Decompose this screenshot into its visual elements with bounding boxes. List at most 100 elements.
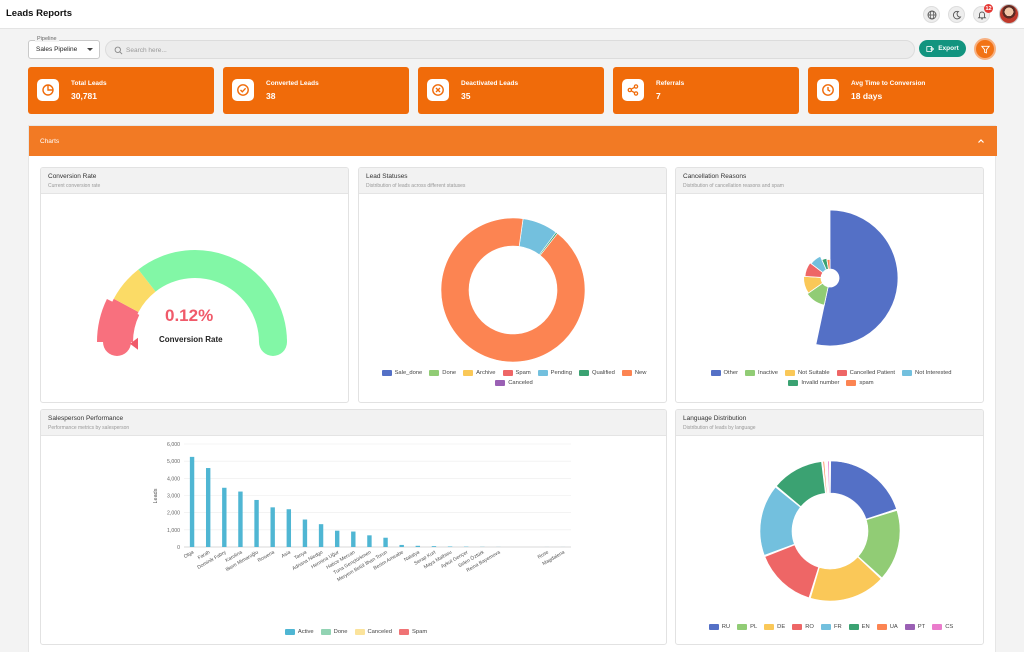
- legend-label: Done: [333, 629, 348, 635]
- bar-active: [318, 524, 324, 547]
- legend-swatch: [320, 629, 331, 635]
- legend-label: PT: [917, 624, 926, 630]
- chart-legend: Other Inactive Not Suitable Cancelled Patie…: [691, 370, 971, 386]
- x-tick-label: Asia: [280, 549, 292, 559]
- page-title: Leads Reports: [6, 8, 72, 19]
- legend-label: Canceled: [367, 629, 393, 635]
- slice-ua: [822, 460, 828, 494]
- legend-swatch: [502, 370, 513, 376]
- bell-icon[interactable]: 12: [973, 4, 993, 23]
- bar-active: [334, 530, 340, 547]
- legend-item[interactable]: Active: [284, 629, 314, 635]
- legend-label: UA: [889, 624, 898, 630]
- export-button[interactable]: Export: [919, 40, 966, 57]
- legend-item[interactable]: FR: [820, 624, 842, 630]
- legend-swatch: [848, 624, 859, 630]
- legend-item[interactable]: Done: [429, 370, 456, 376]
- chevron-up-icon[interactable]: [977, 137, 985, 145]
- export-label: Export: [938, 45, 959, 52]
- legend-item[interactable]: New: [621, 370, 646, 376]
- kpi-label: Total Leads: [71, 80, 107, 87]
- bar-active: [222, 487, 227, 547]
- slice-other: [815, 209, 899, 347]
- legend-label: CS: [945, 624, 954, 630]
- legend-label: Done: [442, 370, 457, 376]
- legend-swatch: [737, 624, 748, 630]
- legend-item[interactable]: Other: [710, 370, 738, 376]
- kpi-value: 30,781: [71, 91, 97, 101]
- slice-spam: [826, 258, 831, 270]
- kpi-card-converted-leads: Converted Leads 38: [223, 67, 409, 114]
- pipeline-value: Sales Pipeline: [36, 46, 78, 53]
- legend-item[interactable]: Not Suitable: [785, 370, 830, 376]
- legend-item[interactable]: Pending: [537, 370, 572, 376]
- slice-pt: [825, 460, 829, 494]
- legend-label: spam: [859, 380, 874, 386]
- legend-item[interactable]: spam: [846, 380, 874, 386]
- legend-item[interactable]: Not Interested: [902, 370, 951, 376]
- card-subtitle: Performance metrics by salesperson: [48, 425, 130, 431]
- x-tick-label: Farah: [197, 549, 212, 561]
- gauge-band-mid: [113, 269, 156, 312]
- legend-item[interactable]: PL: [737, 624, 757, 630]
- legend-swatch: [578, 370, 589, 376]
- legend-swatch: [381, 370, 392, 376]
- y-tick-label: 3,000: [167, 494, 180, 500]
- search-bar[interactable]: [105, 40, 915, 59]
- card-title: Language Distribution: [683, 415, 747, 422]
- globe-icon[interactable]: [923, 6, 940, 23]
- legend-item[interactable]: Inactive: [745, 370, 778, 376]
- legend-item[interactable]: Cancelled Patient: [836, 370, 896, 376]
- charts-section-header[interactable]: Charts: [29, 126, 997, 156]
- legend-item[interactable]: Spam: [502, 370, 531, 376]
- gauge-pointer: [130, 337, 139, 350]
- check-circle-icon: [232, 79, 254, 101]
- legend-item[interactable]: PT: [904, 624, 926, 630]
- legend-swatch: [399, 629, 409, 635]
- legend-item[interactable]: DE: [764, 624, 785, 630]
- legend-item[interactable]: Archive: [463, 370, 496, 376]
- legend-item[interactable]: Canceled: [354, 629, 393, 635]
- y-tick-label: 2,000: [167, 511, 180, 517]
- search-input[interactable]: [126, 44, 886, 56]
- gauge-cap: [259, 328, 287, 356]
- avatar[interactable]: [999, 4, 1019, 24]
- legend-item[interactable]: RU: [708, 624, 730, 630]
- chart-legend: Active Done Canceled Spam: [181, 629, 531, 635]
- pipeline-select[interactable]: Pipeline Sales Pipeline: [28, 36, 100, 59]
- legend-item[interactable]: Sale_done: [381, 370, 422, 376]
- legend-item[interactable]: Qualified: [578, 370, 615, 376]
- filter-button[interactable]: [974, 38, 996, 60]
- legend-label: EN: [861, 624, 870, 630]
- legend-item[interactable]: RO: [792, 624, 814, 630]
- legend-item[interactable]: EN: [848, 624, 870, 630]
- bar-active: [254, 499, 259, 547]
- cancellation-reasons-card: Cancellation Reasons Distribution of can…: [675, 167, 984, 403]
- legend-swatch: [785, 370, 795, 376]
- kpi-card-referrals: Referrals 7: [613, 67, 799, 114]
- y-tick-label: 0: [177, 545, 180, 551]
- legend-item[interactable]: Invalid number: [788, 380, 839, 386]
- clock-icon: [817, 79, 839, 101]
- pie-chart-icon: [37, 79, 59, 101]
- legend-item[interactable]: CS: [932, 624, 953, 630]
- legend-item[interactable]: Spam: [399, 629, 427, 635]
- legend-swatch: [463, 370, 474, 376]
- legend-label: DE: [777, 624, 786, 630]
- x-tick-label: Tanya: [293, 549, 308, 561]
- moon-icon[interactable]: [948, 6, 965, 23]
- slice-cs: [827, 460, 830, 494]
- bar-active: [431, 546, 437, 547]
- legend-item[interactable]: UA: [876, 624, 898, 630]
- legend-label: FR: [833, 624, 842, 630]
- legend-label: Canceled: [508, 380, 533, 386]
- legend-item[interactable]: Done: [320, 629, 348, 635]
- legend-item[interactable]: Canceled: [495, 380, 533, 386]
- slice-pl: [857, 510, 901, 579]
- y-tick-label: 1,000: [167, 528, 180, 534]
- legend-label: Cancelled Patient: [849, 370, 896, 376]
- language-donut: [759, 460, 901, 602]
- x-tick-label: Rose: [537, 549, 550, 560]
- legend-label: Qualified: [591, 370, 615, 376]
- x-circle-icon: [427, 79, 449, 101]
